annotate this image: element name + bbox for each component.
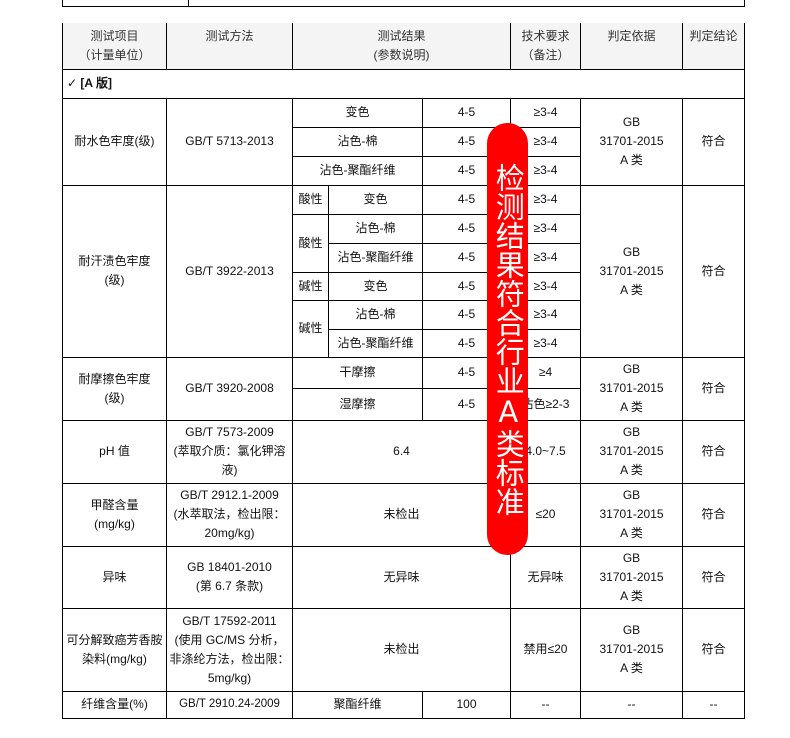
item: 纤维含量(%) <box>62 690 167 719</box>
item: 甲醛含量 (mg/kg) <box>62 482 167 547</box>
basis: GB 31701-2015 A 类 <box>580 356 684 421</box>
method: GB/T 3920-2008 <box>166 356 293 421</box>
basis: GB 31701-2015 A 类 <box>580 184 684 358</box>
conclusion: 符合 <box>682 419 746 484</box>
basis: -- <box>580 690 684 719</box>
conclusion: 符合 <box>682 482 746 547</box>
group: 酸性 <box>292 184 329 215</box>
basis: GB 31701-2015 A 类 <box>580 97 684 186</box>
result: 未检出 <box>291 607 512 692</box>
item: 可分解致癌芳香胺染料(mg/kg) <box>62 607 167 692</box>
param: 沾色-聚酯纤维 <box>328 328 423 358</box>
test-results-table: 测试项目 （计量单位） 测试方法 测试结果 (参数说明) 技术要求 （备注） 判… <box>61 23 746 719</box>
header-requirement: 技术要求 （备注） <box>510 23 582 70</box>
conclusion: 符合 <box>682 97 746 186</box>
basis: GB 31701-2015 A 类 <box>580 482 684 547</box>
requirement: 无异味 <box>510 545 582 609</box>
method: GB/T 3922-2013 <box>166 184 293 358</box>
param: 变色 <box>328 271 423 301</box>
group: 碱性 <box>292 299 329 358</box>
basis: GB 31701-2015 A 类 <box>580 419 684 484</box>
header-result: 测试结果 (参数说明) <box>291 23 512 70</box>
conclusion: -- <box>682 690 746 719</box>
basis: GB 31701-2015 A 类 <box>580 545 684 609</box>
requirement: ≥3-4 <box>510 97 582 128</box>
result-stamp: 检测结果符合行业A类标准 <box>487 123 528 555</box>
param: 沾色-聚酯纤维 <box>328 242 423 273</box>
method: GB/T 17592-2011 (使用 GC/MS 分析，非涤纶方法，检出限：5… <box>166 607 293 692</box>
param: 沾色-棉 <box>292 126 423 157</box>
item: 耐汗渍色牢度 (级) <box>62 184 167 358</box>
stamp-text: 检测结果符合行业A类标准 <box>491 162 526 516</box>
header-method: 测试方法 <box>166 23 293 70</box>
result: 无异味 <box>291 545 512 609</box>
header-row: 测试项目 （计量单位） 测试方法 测试结果 (参数说明) 技术要求 （备注） 判… <box>62 23 746 70</box>
item: 耐水色牢度(级) <box>62 97 167 186</box>
header-conclusion: 判定结论 <box>682 23 746 70</box>
param: 变色 <box>328 184 423 215</box>
item: 异味 <box>62 545 167 609</box>
conclusion: 符合 <box>682 184 746 358</box>
method: GB/T 2910.24-2009 <box>166 690 293 719</box>
basis: GB 31701-2015 A 类 <box>580 607 684 692</box>
method: GB/T 5713-2013 <box>166 97 293 186</box>
result: 6.4 <box>291 419 512 484</box>
method: GB/T 2912.1-2009 (水萃取法，检出限：20mg/kg) <box>166 482 293 547</box>
section-title: ✓ [A 版] <box>61 68 746 99</box>
group: 酸性 <box>292 213 329 273</box>
param: 沾色-棉 <box>328 299 423 330</box>
header-basis: 判定依据 <box>580 23 684 70</box>
method: GB 18401-2010 (第 6.7 条款) <box>166 545 293 609</box>
previous-table-edge <box>62 0 745 7</box>
param: 沾色-棉 <box>328 213 423 244</box>
param: 沾色-聚酯纤维 <box>292 155 423 186</box>
conclusion: 符合 <box>682 545 746 609</box>
value: 4-5 <box>421 97 512 128</box>
item: 耐摩擦色牢度 (级) <box>62 356 167 421</box>
param: 聚酯纤维 <box>292 690 423 719</box>
requirement: -- <box>510 690 582 719</box>
param: 变色 <box>292 97 423 128</box>
table-row: 耐水色牢度(级) GB/T 5713-2013 变色 4-5 ≥3-4 GB 3… <box>62 97 746 186</box>
param: 干摩擦 <box>292 356 423 389</box>
conclusion: 符合 <box>682 607 746 692</box>
item: pH 值 <box>62 419 167 484</box>
header-item: 测试项目 （计量单位） <box>62 23 167 70</box>
conclusion: 符合 <box>682 356 746 421</box>
group: 碱性 <box>292 271 329 301</box>
param: 湿摩擦 <box>292 387 423 421</box>
value: 100 <box>421 690 512 719</box>
result: 未检出 <box>291 482 512 547</box>
requirement: 禁用≤20 <box>510 607 582 692</box>
method: GB/T 7573-2009 (萃取介质：氯化钾溶液) <box>166 419 293 484</box>
